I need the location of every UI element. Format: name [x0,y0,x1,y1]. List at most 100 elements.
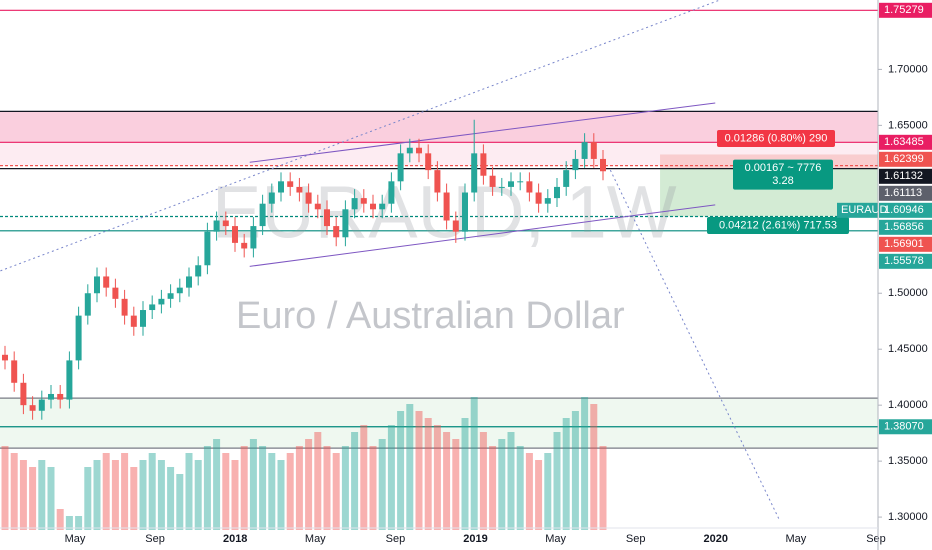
candle-body [535,192,542,204]
volume-bar [259,446,267,530]
volume-bar [111,460,119,530]
candle-body [241,242,248,249]
candle-body [103,276,110,288]
price-label-box [879,185,932,201]
candle-body [75,315,82,361]
price-label: 1.56856 [884,221,924,233]
volume-bar [571,411,579,530]
volume-bar [19,460,27,530]
candle-body [204,231,211,266]
candle-body [296,186,303,193]
candle-body [130,315,137,327]
volume-bar [360,425,368,530]
volume-bar [461,418,469,530]
volume-bar [29,467,37,530]
volume-bar [130,467,138,530]
x-tick-label: 2019 [463,533,487,545]
candle-body [195,265,202,277]
candle-body [434,170,441,193]
y-tick-label: 1.30000 [888,511,928,523]
x-tick-label: May [786,533,807,545]
y-tick-label: 1.40000 [888,399,928,411]
trendline [249,102,716,163]
candle-body [186,276,192,288]
volume-bar [599,446,607,530]
x-tick-label: Sep [386,533,406,545]
candle-body [48,393,54,400]
price-label-box [879,151,932,167]
candle-body [314,203,321,210]
volume-bar [443,432,451,530]
candle-body [581,142,588,159]
x-tick-label: Sep [626,533,646,545]
price-label-box [879,134,932,150]
candle-body [462,192,468,232]
volume-bar [397,411,405,530]
candle-body [397,153,404,182]
price-label: 1.60946 [884,204,924,216]
volume-bar [231,460,239,530]
candle-body [544,198,551,204]
y-tick-label: 1.70000 [888,63,928,75]
x-tick-label: Sep [866,533,886,545]
candle-body [158,298,165,305]
volume-bar [277,460,285,530]
volume-bar [369,446,377,530]
stop-label: 0.01286 (0.80%) 290 [725,132,828,144]
volume-bar [406,404,414,530]
candle-body [232,226,238,243]
volume-bar [93,460,101,530]
volume-bar [167,467,175,530]
target-label: 0.04212 (2.61%) 717.53 [719,219,837,231]
volume-bar [102,453,110,530]
volume-bar [581,397,589,530]
volume-bar [121,453,129,530]
candle-body [250,226,257,249]
candle-body [590,142,597,159]
target-label-box [707,217,849,235]
candle-body [305,192,312,204]
volume-bar [213,439,221,530]
x-tick-label: 2020 [704,533,728,545]
candle-body [526,181,533,193]
volume-bar [525,453,533,530]
volume-bar [194,460,202,530]
symbol-tag: EURAUD [841,204,888,216]
volume-bar [590,404,598,530]
x-tick-label: Sep [145,533,165,545]
volume-bar [314,432,322,530]
candle-body [11,360,18,383]
volume-bar [452,439,460,530]
volume-bar [75,516,83,530]
center-label: 3.28 [772,175,793,187]
candle-body [406,147,413,154]
volume-bar [323,446,331,530]
volume-bar [185,453,193,530]
candle-body [278,181,284,193]
center-label: 0.00167 ~ 7776 [745,162,822,174]
volume-bar [332,453,340,530]
y-tick-label: 1.65000 [888,119,928,131]
candle-body [176,287,183,294]
candle-body [57,393,64,400]
zone [0,142,878,166]
candle-body [38,399,45,411]
trendline [249,204,716,267]
candle-body [112,287,119,299]
candle-body [94,276,100,294]
price-label: 1.38070 [884,421,924,433]
candle-body [489,175,496,187]
price-label: 1.63485 [884,136,924,148]
volume-bar [10,453,18,530]
stop-label-box [717,129,835,147]
volume-bar [139,460,147,530]
candle-body [259,203,266,227]
candle-body [379,203,386,210]
price-label-box [879,219,932,235]
volume-bar [286,453,294,530]
candle-body [480,153,487,176]
volume-bar [38,460,46,530]
volume-bar [56,509,64,530]
candle-body [2,354,8,361]
